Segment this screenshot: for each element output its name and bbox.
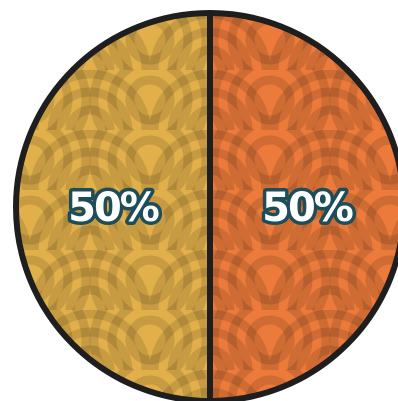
labels: 50% 50% bbox=[65, 182, 359, 235]
pie-outline bbox=[13, 10, 398, 401]
data-label: 50% bbox=[68, 185, 159, 231]
data-label: 50% bbox=[262, 185, 353, 231]
